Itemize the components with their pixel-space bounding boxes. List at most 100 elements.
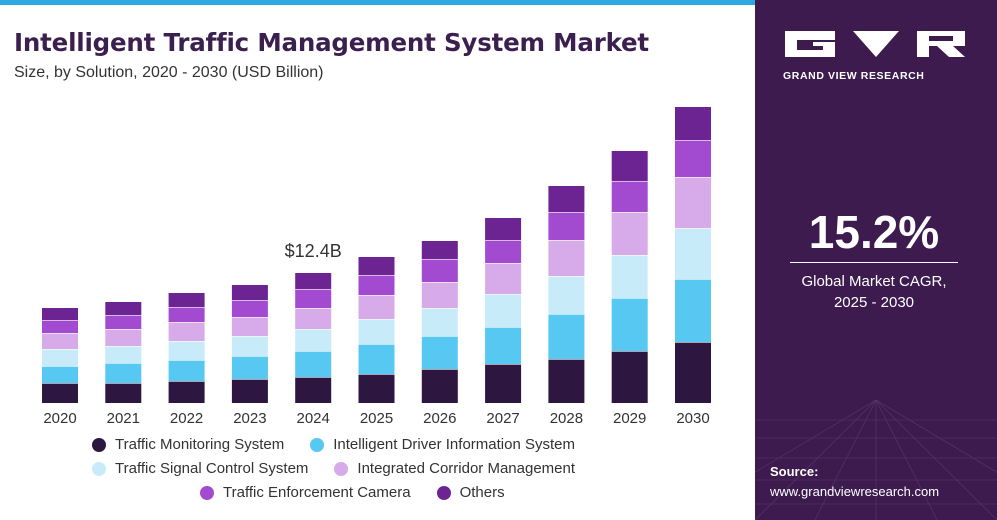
bar-segment: [421, 336, 458, 369]
bar-segment: [611, 351, 648, 403]
bar-segment: [548, 276, 585, 314]
bar-segment: [675, 107, 711, 140]
legend-item: Integrated Corridor Management: [334, 460, 575, 477]
bar-segment: [168, 307, 205, 322]
bar-segment: [105, 302, 142, 315]
legend-row-3: Traffic Enforcement Camera Others: [200, 484, 531, 501]
legend-item: Traffic Monitoring System: [92, 436, 284, 453]
bar-segment: [548, 240, 585, 276]
bar-segment: [231, 285, 268, 300]
legend-item: Traffic Signal Control System: [92, 460, 308, 477]
bar-segment: [358, 275, 395, 295]
decorative-grid: [755, 400, 997, 520]
bar-segment: [105, 329, 142, 346]
x-tick-label: 2026: [423, 410, 456, 427]
x-tick-label: 2025: [360, 410, 393, 427]
bar-segment: [358, 374, 395, 403]
legend-swatch: [200, 485, 214, 500]
bar-segment: [421, 241, 458, 259]
bar-segment: [358, 319, 395, 344]
bar-segment: [358, 344, 395, 374]
legend-row-1: Traffic Monitoring System Intelligent Dr…: [92, 436, 601, 453]
bar-segment: [42, 349, 78, 366]
legend-item: Traffic Enforcement Camera: [200, 484, 411, 501]
legend-row-2: Traffic Signal Control System Integrated…: [92, 460, 601, 477]
bar-segment: [611, 151, 648, 181]
bar-segment: [231, 356, 268, 379]
sidebar-panel: [755, 0, 997, 520]
bar-segment: [548, 212, 585, 240]
bar-segment: [421, 308, 458, 336]
bar-segment: [168, 360, 205, 381]
bar-total-annotation: $12.4B: [285, 241, 342, 261]
x-tick-label: 2027: [486, 410, 519, 427]
bar-segment: [548, 186, 585, 212]
bar-segment: [358, 257, 395, 275]
bar-segment: [485, 240, 522, 263]
stacked-bar-chart: 2020 2021 2022 2023 2024 2025 2026 2027 2028 2029…: [42, 107, 711, 427]
x-tick-label: 2028: [550, 410, 583, 427]
bar-segment: [611, 298, 648, 351]
legend-label: Traffic Signal Control System: [115, 460, 309, 477]
legend-label: Integrated Corridor Management: [357, 460, 576, 477]
bar-segment: [675, 279, 711, 342]
bar-segment: [675, 140, 711, 177]
legend-item: Others: [436, 484, 505, 501]
bar-segment: [485, 294, 522, 327]
grand-view-research-logo: [785, 31, 965, 57]
x-tick-label: 2029: [613, 410, 646, 427]
legend-swatch: [92, 437, 106, 452]
bar-segment: [421, 282, 458, 308]
bar-segment: [358, 295, 395, 319]
legend-label: Intelligent Driver Information System: [333, 436, 575, 453]
top-accent-bar: [0, 0, 755, 5]
chart-title: Intelligent Traffic Management System Ma…: [14, 28, 649, 57]
bar-segment: [548, 359, 585, 403]
bar-segment: [231, 336, 268, 356]
x-tick-label: 2023: [233, 410, 266, 427]
bar-segment: [295, 273, 332, 289]
bar-segment: [168, 322, 205, 341]
bar-segment: [168, 381, 205, 403]
cagr-value: 15.2%: [808, 206, 940, 258]
bar-segment: [42, 366, 78, 383]
legend-label: Others: [459, 484, 505, 501]
chart-subtitle: Size, by Solution, 2020 - 2030 (USD Bill…: [14, 64, 324, 81]
legend-swatch: [310, 437, 325, 452]
bar-segment: [675, 177, 711, 228]
source-link[interactable]: www.grandviewresearch.com: [770, 484, 940, 499]
bar-segment: [231, 317, 268, 336]
bar-segment: [42, 320, 78, 333]
legend-item: Intelligent Driver Information System: [310, 436, 575, 453]
bar-segment: [42, 333, 78, 349]
legend-label: Traffic Enforcement Camera: [223, 484, 411, 501]
bar-segment: [231, 300, 268, 317]
bar-segment: [421, 259, 458, 282]
bar-segment: [295, 329, 332, 351]
bar-segment: [485, 364, 522, 403]
bar-segment: [105, 346, 142, 363]
bar-segment: [168, 341, 205, 360]
bar-segment: [168, 293, 205, 307]
legend-swatch: [92, 461, 106, 476]
x-tick-label: 2030: [676, 410, 709, 427]
x-tick-label: 2024: [297, 410, 330, 427]
x-tick-label: 2020: [43, 410, 76, 427]
bar-segment: [611, 255, 648, 298]
bar-segment: [675, 342, 711, 403]
legend-swatch: [436, 485, 451, 500]
brand-name: GRAND VIEW RESEARCH: [783, 70, 925, 82]
x-tick-label: 2021: [107, 410, 140, 427]
bar-segment: [485, 218, 522, 240]
source-title: Source:: [770, 464, 819, 479]
legend-swatch: [334, 461, 349, 476]
bar-segment: [295, 377, 332, 403]
bar-segment: [295, 308, 332, 329]
bar-segment: [231, 379, 268, 403]
x-tick-label: 2022: [170, 410, 203, 427]
bar-segment: [42, 383, 78, 403]
bar-segment: [548, 314, 585, 359]
cagr-label: Global Market CAGR, 2025 - 2030: [778, 271, 970, 313]
bar-segment: [611, 181, 648, 212]
bar-segment: [295, 351, 332, 377]
